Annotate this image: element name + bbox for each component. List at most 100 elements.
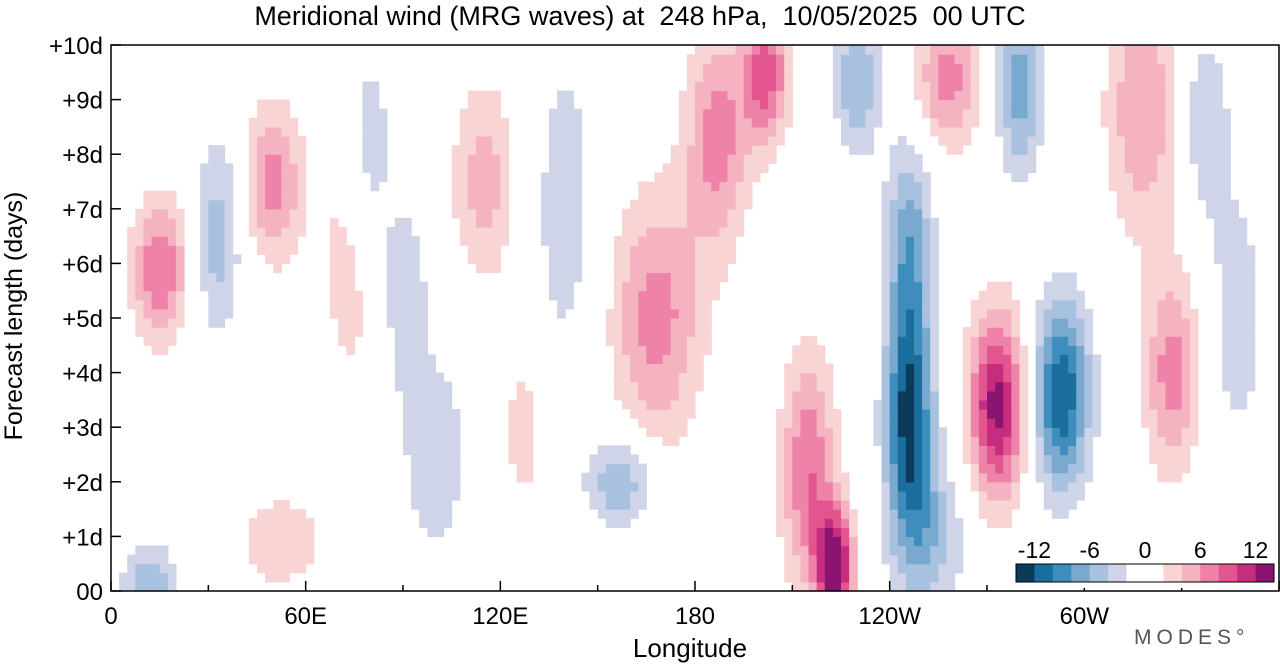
field-cell [719,163,729,173]
field-cell [638,481,647,492]
field-cell [962,390,972,401]
field-cell [995,354,1004,365]
field-cell [646,263,656,274]
field-cell [662,372,672,383]
field-cell [1141,63,1150,73]
field-cell [914,500,923,510]
field-cell [1230,299,1240,310]
field-cell [930,281,939,292]
field-cell [459,181,469,192]
field-cell [849,117,858,128]
field-cell [719,126,729,137]
field-cell [1035,336,1045,346]
field-cell [1238,272,1248,283]
field-cell [516,409,526,419]
field-cell [776,54,785,64]
field-cell [905,536,915,547]
field-cell [167,227,177,237]
field-cell [678,427,688,437]
field-cell [849,54,858,64]
field-cell [208,308,218,319]
field-cell [695,308,704,319]
field-cell [151,254,161,264]
field-cell [784,463,793,474]
field-cell [727,163,737,173]
field-cell [605,472,615,483]
field-cell [678,190,688,201]
field-cell [1141,272,1150,283]
field-cell [1076,290,1085,301]
field-cell [776,463,785,474]
field-cell [930,399,939,410]
field-cell [695,281,704,292]
field-cell [305,554,315,565]
field-cell [1214,126,1223,137]
field-cell [1222,308,1231,319]
field-cell [451,190,461,201]
field-cell [938,81,948,92]
field-cell [135,554,145,565]
field-cell [451,154,461,164]
field-cell [613,318,623,328]
field-cell [930,454,939,465]
field-cell [1157,299,1167,310]
field-cell [978,500,988,510]
field-cell [1238,263,1248,274]
field-cell [346,308,355,319]
field-cell [922,254,931,264]
field-cell [832,563,842,574]
field-cell [703,136,712,146]
field-cell [897,272,907,283]
field-cell [711,181,720,192]
field-cell [1084,345,1094,355]
field-cell [922,436,931,446]
field-cell [281,117,291,128]
field-cell [1165,354,1175,365]
field-cell [881,518,891,528]
field-cell [1027,45,1037,55]
field-cell [922,190,931,201]
field-cell [703,190,712,201]
colorbar-frame [1015,563,1275,583]
field-cell [914,163,923,173]
field-cell [646,236,656,246]
field-cell [1003,54,1012,64]
field-cell [800,454,810,465]
field-cell [914,63,923,73]
field-cell [605,490,615,501]
field-cell [776,108,785,119]
field-cell [151,236,161,246]
field-cell [1173,263,1183,274]
field-cell [646,208,656,219]
field-cell [930,90,939,101]
field-cell [622,445,631,456]
field-cell [784,445,793,456]
field-cell [695,290,704,301]
field-cell [1189,126,1199,137]
field-cell [1173,390,1183,401]
field-cell [1173,290,1183,301]
field-cell [711,172,720,183]
field-cell [1060,372,1069,383]
field-cell [776,45,785,55]
field-cell [914,572,923,583]
field-cell [1003,409,1012,419]
field-cell [865,99,875,110]
field-cell [1189,436,1199,446]
field-cell [1141,108,1150,119]
field-cell [646,290,656,301]
field-cell [962,45,972,55]
field-cell [670,245,680,255]
field-cell [776,117,785,128]
field-cell [1019,354,1029,365]
field-cell [905,199,915,210]
field-cell [1043,463,1053,474]
field-cell [654,418,664,428]
field-cell [1149,172,1158,183]
field-cell [362,126,372,137]
field-cell [905,572,915,583]
field-cell [630,390,639,401]
field-cell [573,117,583,128]
field-cell [1060,445,1069,456]
field-cell [711,72,720,82]
